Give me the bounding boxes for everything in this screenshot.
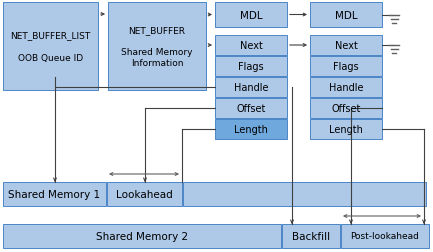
Bar [183,182,426,206]
Bar [3,224,281,248]
Text: Post-lookahead: Post-lookahead [351,232,420,241]
Text: Handle: Handle [329,83,363,93]
Bar [215,57,287,77]
Bar [215,119,287,139]
Bar [108,3,206,91]
Text: NET_BUFFER

Shared Memory
Information: NET_BUFFER Shared Memory Information [121,26,193,68]
Bar [107,182,182,206]
Text: Offset: Offset [331,104,361,114]
Bar [310,3,382,28]
Text: Length: Length [329,124,363,135]
Bar [310,57,382,77]
Text: Backfill: Backfill [292,231,330,241]
Bar [310,119,382,139]
Bar [3,3,98,91]
Bar [215,36,287,56]
Text: Offset: Offset [236,104,266,114]
Bar [215,3,287,28]
Text: Length: Length [234,124,268,135]
Text: MDL: MDL [335,11,357,20]
Bar [310,78,382,98]
Bar [310,36,382,56]
Bar [3,182,106,206]
Text: NET_BUFFER_LIST

OOB Queue ID: NET_BUFFER_LIST OOB Queue ID [10,31,90,62]
Bar [215,99,287,118]
Bar [215,78,287,98]
Text: Shared Memory 2: Shared Memory 2 [96,231,188,241]
Bar [282,224,340,248]
Bar [310,99,382,118]
Text: Lookahead: Lookahead [116,189,173,199]
Text: Next: Next [239,41,262,51]
Text: Next: Next [335,41,357,51]
Text: Shared Memory 1: Shared Memory 1 [8,189,100,199]
Text: Flags: Flags [238,62,264,72]
Text: MDL: MDL [240,11,262,20]
Text: Flags: Flags [333,62,359,72]
Bar [341,224,429,248]
Text: Handle: Handle [234,83,268,93]
